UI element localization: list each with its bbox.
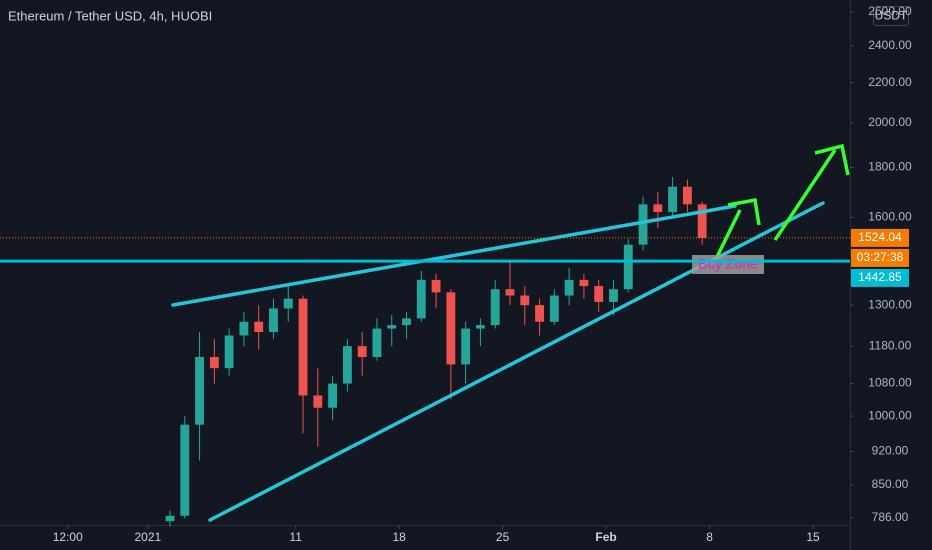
y-tick-label: 786.00 [872, 510, 909, 524]
candle-body [446, 292, 456, 365]
last-price-label: 1524.04 [858, 230, 902, 244]
arrow-head [814, 143, 850, 176]
candle-body [165, 515, 175, 522]
countdown-box [851, 248, 909, 267]
candle-body [505, 289, 515, 296]
candle-body [298, 298, 308, 396]
x-tick-label: 25 [496, 530, 510, 544]
candle-body [668, 186, 678, 213]
x-tick-label: 2021 [134, 530, 161, 544]
candle-body [195, 357, 204, 425]
candle-body [697, 204, 707, 238]
candle-body [623, 244, 633, 290]
candles [165, 177, 707, 527]
candle-body [476, 325, 485, 329]
candle-body [416, 279, 426, 319]
candle-body [254, 321, 264, 333]
y-tick-label: 1000.00 [868, 408, 912, 422]
hline-price-box [851, 268, 909, 287]
candle-body [609, 289, 618, 302]
y-tick-label: 2400.00 [868, 38, 912, 52]
currency-button[interactable] [873, 6, 909, 26]
candle-body [638, 204, 648, 245]
candle-body [594, 286, 604, 302]
hline-price-label: 1442.85 [858, 270, 902, 284]
candle-body [490, 289, 500, 326]
annotation: Buy Zone [698, 256, 758, 272]
x-tick-label: Feb [595, 530, 616, 544]
chart-title: Ethereum / Tether USD, 4h, HUOBI [8, 8, 212, 23]
y-tick-label: 1080.00 [868, 376, 912, 390]
candle-body [431, 279, 441, 293]
candle-body [579, 279, 589, 287]
candle-body [535, 305, 544, 322]
arrow-head [727, 197, 761, 226]
arrow [773, 149, 837, 241]
candle-body [682, 186, 692, 205]
x-tick-label: 12:00 [53, 530, 83, 544]
y-tick-label: 850.00 [872, 477, 909, 491]
candle-body [328, 383, 338, 408]
candle-body [461, 328, 471, 365]
x-tick-label: 8 [706, 530, 713, 544]
countdown-label: 03:27:38 [857, 250, 904, 264]
candle-body [549, 295, 559, 322]
candle-body [387, 325, 397, 329]
candle-body [180, 424, 190, 516]
y-tick-label: 2200.00 [868, 75, 912, 89]
candle-body [283, 298, 293, 309]
x-tick-label: 15 [806, 530, 820, 544]
upper-trendline [171, 204, 737, 307]
candle-body [269, 308, 278, 333]
candle-body [239, 321, 249, 336]
x-tick-label: 18 [392, 530, 406, 544]
candle-body [564, 279, 574, 296]
last-price-box [851, 228, 909, 247]
candle-body [357, 346, 367, 358]
candle-body [313, 395, 323, 408]
y-tick-label: 2600.00 [868, 4, 912, 18]
candle-body [342, 346, 352, 384]
x-tick-label: 11 [289, 530, 302, 544]
y-tick-label: 1180.00 [869, 338, 912, 352]
candle-body [372, 328, 382, 358]
y-tick-label: 1300.00 [868, 297, 912, 311]
candle-body [224, 335, 234, 369]
candle-body [653, 204, 663, 213]
y-tick-label: 1600.00 [868, 210, 912, 224]
candle-body [209, 357, 219, 369]
currency-label[interactable]: USDT [875, 9, 908, 23]
candle-body [520, 295, 530, 306]
candle-body [402, 318, 411, 326]
y-tick-label: 2000.00 [868, 115, 912, 129]
y-tick-label: 1800.00 [868, 160, 912, 174]
y-tick-label: 920.00 [872, 444, 909, 458]
